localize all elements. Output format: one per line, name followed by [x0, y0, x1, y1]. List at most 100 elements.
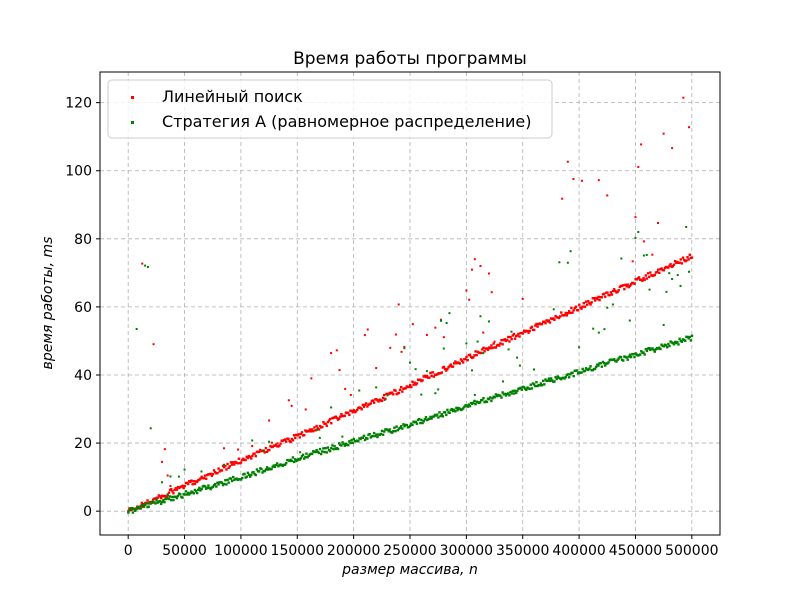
- data-point: [182, 486, 185, 490]
- data-point: [589, 303, 592, 306]
- data-point: [362, 434, 366, 438]
- data-point: [452, 362, 456, 365]
- data-point-outlier: [606, 306, 609, 309]
- series-0-points: [127, 96, 694, 513]
- data-point-outlier: [592, 327, 595, 330]
- data-point: [540, 322, 544, 326]
- data-point: [428, 376, 431, 379]
- data-point: [557, 316, 561, 320]
- data-point-outlier: [465, 289, 468, 292]
- data-point: [454, 360, 457, 363]
- data-point: [604, 295, 607, 298]
- data-point: [626, 283, 629, 286]
- data-point-outlier: [676, 274, 679, 277]
- data-point-outlier: [341, 435, 344, 438]
- data-point: [500, 396, 503, 399]
- data-point: [509, 390, 512, 394]
- x-tick-label: 150000: [271, 543, 324, 559]
- data-point-outlier: [521, 297, 524, 300]
- data-point: [588, 367, 591, 370]
- data-point: [401, 390, 404, 393]
- data-point: [685, 259, 688, 262]
- data-point-outlier: [688, 270, 690, 273]
- data-point: [580, 371, 583, 374]
- data-point: [681, 256, 685, 259]
- data-point: [130, 506, 133, 510]
- data-point: [227, 466, 230, 470]
- data-point: [658, 271, 661, 274]
- data-point: [298, 458, 301, 461]
- data-point: [216, 481, 219, 484]
- data-point: [617, 289, 620, 292]
- data-point: [247, 473, 251, 476]
- data-point: [511, 334, 514, 337]
- data-point-outlier: [304, 408, 307, 411]
- data-point: [474, 350, 477, 353]
- data-point: [186, 482, 190, 486]
- data-point: [386, 428, 389, 432]
- data-point: [429, 371, 432, 375]
- data-point: [392, 393, 395, 396]
- data-point: [543, 320, 546, 323]
- data-point: [343, 414, 347, 417]
- data-point: [170, 488, 173, 491]
- data-point: [415, 422, 419, 425]
- data-point-outlier: [645, 253, 648, 256]
- data-point: [158, 495, 162, 498]
- data-point: [220, 469, 224, 472]
- data-point: [212, 469, 216, 472]
- data-point: [503, 338, 507, 341]
- data-point: [584, 300, 588, 303]
- data-point: [668, 264, 671, 267]
- data-point: [166, 494, 170, 497]
- data-point: [619, 355, 623, 359]
- data-point: [398, 388, 402, 392]
- data-point: [223, 482, 226, 486]
- data-point: [254, 454, 257, 458]
- data-point: [318, 447, 322, 451]
- data-point: [193, 482, 197, 486]
- data-point: [380, 399, 384, 403]
- data-point: [303, 434, 306, 437]
- data-point: [225, 483, 228, 486]
- data-point: [503, 392, 507, 396]
- data-point-outlier: [561, 197, 564, 200]
- data-point: [334, 415, 337, 418]
- data-point-outlier: [634, 216, 637, 219]
- data-point-outlier: [637, 165, 640, 168]
- data-point: [687, 258, 690, 261]
- data-point: [461, 407, 465, 410]
- data-point-outlier: [628, 319, 631, 322]
- data-point: [547, 377, 551, 380]
- data-point: [588, 301, 591, 305]
- data-point: [263, 451, 266, 454]
- data-point: [442, 365, 446, 369]
- y-tick-label: 40: [74, 368, 92, 384]
- data-point: [245, 475, 248, 478]
- x-tick-label: 300000: [440, 543, 493, 559]
- data-point: [513, 337, 517, 340]
- data-point: [463, 405, 466, 409]
- data-point: [299, 457, 303, 460]
- data-point: [250, 473, 253, 477]
- data-point: [221, 464, 225, 468]
- data-point: [183, 484, 186, 488]
- data-point-outlier: [611, 303, 614, 306]
- data-point: [328, 417, 332, 421]
- data-point: [396, 429, 399, 432]
- data-point: [455, 406, 458, 410]
- data-point: [351, 441, 354, 445]
- data-point: [439, 414, 442, 418]
- data-point-outlier: [558, 261, 561, 264]
- data-point: [501, 343, 504, 346]
- data-point: [419, 421, 422, 425]
- legend-marker-series-0: [131, 96, 134, 99]
- data-point: [613, 358, 616, 361]
- data-point: [360, 408, 363, 411]
- data-point: [374, 434, 377, 438]
- data-point: [314, 450, 317, 454]
- data-point: [189, 480, 192, 484]
- data-point: [158, 499, 162, 503]
- data-point: [193, 488, 197, 492]
- data-point-outlier: [471, 268, 473, 271]
